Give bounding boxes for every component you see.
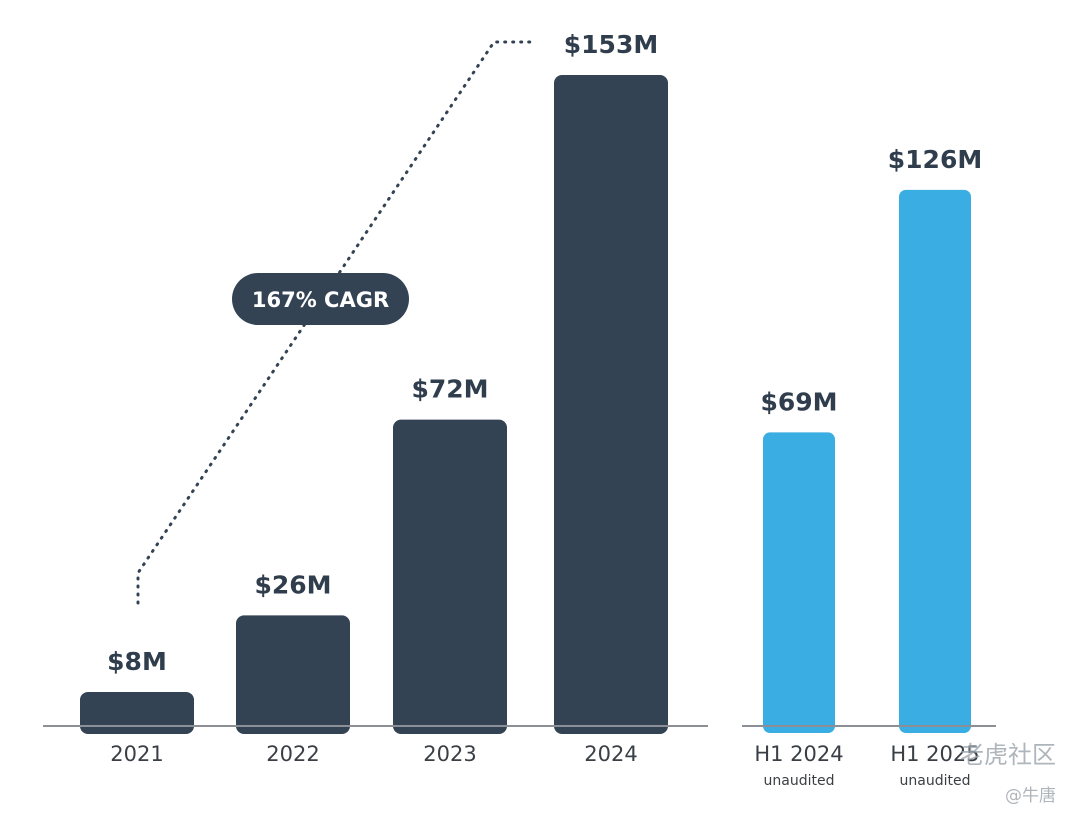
category-label-2022: 2022 xyxy=(266,742,319,766)
category-label-2023: 2023 xyxy=(423,742,476,766)
watermark: 老虎社区 @牛唐 xyxy=(960,741,1056,806)
cagr-badge-background xyxy=(232,273,409,325)
category-label-h1-2025: H1 2025 xyxy=(890,742,979,766)
cagr-badge-label: 167% CAGR xyxy=(252,288,389,312)
bar-value-label-2021: $8M xyxy=(107,647,167,676)
cagr-trend-line xyxy=(136,40,532,605)
bar-2024 xyxy=(554,75,668,734)
bar-value-label-2024: $153M xyxy=(564,30,658,59)
bar-value-label-h1-2024: $69M xyxy=(760,387,837,416)
watermark-label: 老虎社区 xyxy=(960,741,1056,769)
bar-value-label-2022: $26M xyxy=(254,570,331,599)
bar-2023 xyxy=(393,419,507,734)
category-sublabel-h1-2025: unaudited xyxy=(900,773,971,789)
halfyear-revenue-series: $69M H1 2024 unaudited $126M H1 2025 unaudite… xyxy=(754,145,982,789)
bar-2021 xyxy=(80,691,194,734)
annual-revenue-series: $8M 2021 $26M 2022 $72M 2023 $153M 2024 xyxy=(80,30,668,766)
bar-2022 xyxy=(236,615,350,734)
bar-h1-2025 xyxy=(899,189,971,734)
cagr-badge: 167% CAGR xyxy=(232,273,409,325)
bar-h1-2024 xyxy=(763,432,835,733)
bar-value-label-2023: $72M xyxy=(411,375,488,404)
category-label-h1-2024: H1 2024 xyxy=(754,742,843,766)
category-label-2021: 2021 xyxy=(110,742,163,766)
category-label-2024: 2024 xyxy=(584,742,637,766)
category-sublabel-h1-2024: unaudited xyxy=(764,773,835,789)
bar-value-label-h1-2025: $126M xyxy=(888,145,982,174)
watermark-handle: @牛唐 xyxy=(1005,785,1056,806)
